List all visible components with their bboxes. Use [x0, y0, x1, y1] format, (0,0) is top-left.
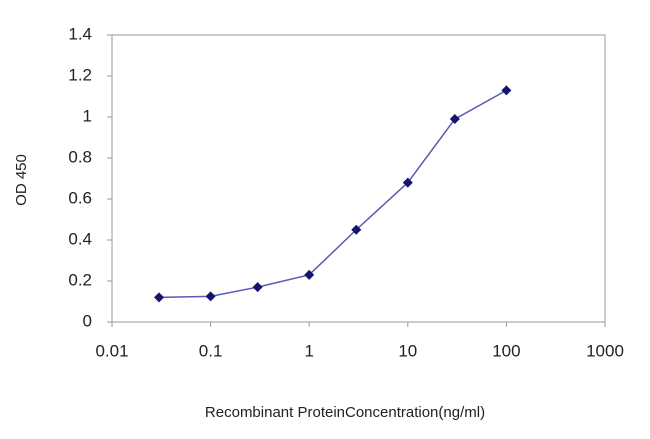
- y-tick-label: 0.2: [68, 270, 92, 289]
- x-axis-label: Recombinant ProteinConcentration(ng/ml): [205, 404, 485, 421]
- x-tick-label: 1: [304, 341, 313, 360]
- marker: [252, 282, 263, 293]
- x-tick-label: 1000: [586, 341, 624, 360]
- series-line: [159, 89, 507, 299]
- x-tick-label: 100: [492, 341, 520, 360]
- x-tick-label: 0.01: [95, 341, 128, 360]
- y-tick-label: 1.2: [68, 65, 92, 84]
- marker: [205, 291, 216, 302]
- marker: [449, 114, 460, 125]
- y-tick-label: 0.6: [68, 188, 92, 207]
- y-tick-label: 0: [83, 311, 92, 330]
- y-tick-label: 1: [83, 106, 92, 125]
- marker: [501, 85, 512, 96]
- y-tick-label: 0.8: [68, 147, 92, 166]
- y-tick-label: 1.4: [68, 24, 92, 43]
- marker: [351, 224, 362, 235]
- x-tick-label: 10: [398, 341, 417, 360]
- y-tick-label: 0.4: [68, 229, 92, 248]
- marker: [304, 269, 315, 280]
- marker: [154, 292, 165, 303]
- x-tick-label: 0.1: [199, 341, 223, 360]
- y-axis-label: OD 450: [13, 154, 30, 206]
- marker: [402, 177, 413, 188]
- plot-frame: [111, 34, 606, 323]
